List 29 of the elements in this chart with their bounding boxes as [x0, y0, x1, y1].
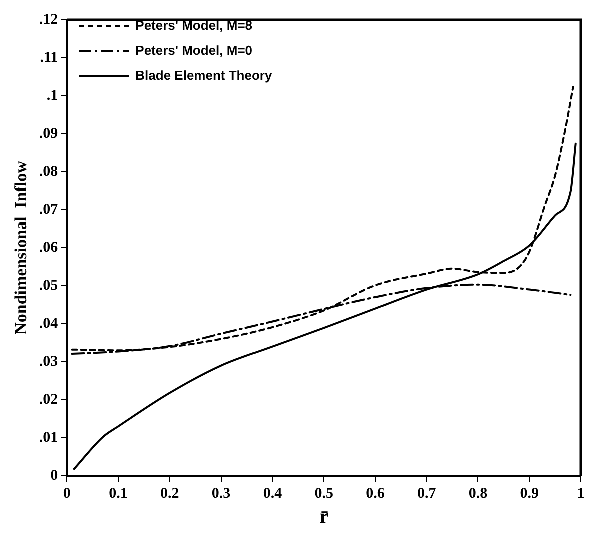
x-tick-label: 0.6 [366, 486, 386, 502]
y-axis-title: Nondimensional Inflow [12, 160, 31, 335]
x-tick-label: 0 [63, 486, 71, 502]
x-axis-title: r̄ [320, 506, 329, 528]
x-tick-label: 1 [577, 486, 585, 502]
x-tick-label: 0.9 [520, 486, 539, 502]
x-tick-label: 0.1 [109, 486, 128, 502]
y-tick-label: .02 [39, 392, 58, 408]
x-tick-label: 0.5 [314, 486, 334, 502]
y-tick-label: .07 [39, 202, 59, 218]
y-tick-label: .08 [39, 164, 58, 180]
y-tick-label: .05 [39, 278, 58, 294]
y-tick-label: .09 [39, 126, 58, 142]
y-tick-label: .06 [39, 240, 59, 256]
y-tick-label: .03 [39, 354, 58, 370]
y-tick-label: .11 [40, 50, 58, 66]
legend-label: Peters' Model, M=0 [136, 43, 253, 58]
x-tick-label: 0.4 [263, 486, 283, 502]
y-tick-label: .12 [39, 12, 58, 28]
legend-label: Peters' Model, M=8 [136, 18, 253, 34]
x-tick-label: 0.7 [417, 486, 437, 502]
y-tick-label: .01 [39, 430, 58, 446]
y-tick-label: 0 [50, 468, 58, 484]
y-tick-label: .1 [46, 88, 58, 104]
y-tick-label: .04 [39, 316, 59, 332]
x-tick-label: 0.8 [468, 486, 488, 502]
x-tick-label: 0.3 [212, 486, 231, 502]
x-tick-label: 0.2 [160, 486, 180, 502]
legend-label: Blade Element Theory [136, 68, 273, 84]
